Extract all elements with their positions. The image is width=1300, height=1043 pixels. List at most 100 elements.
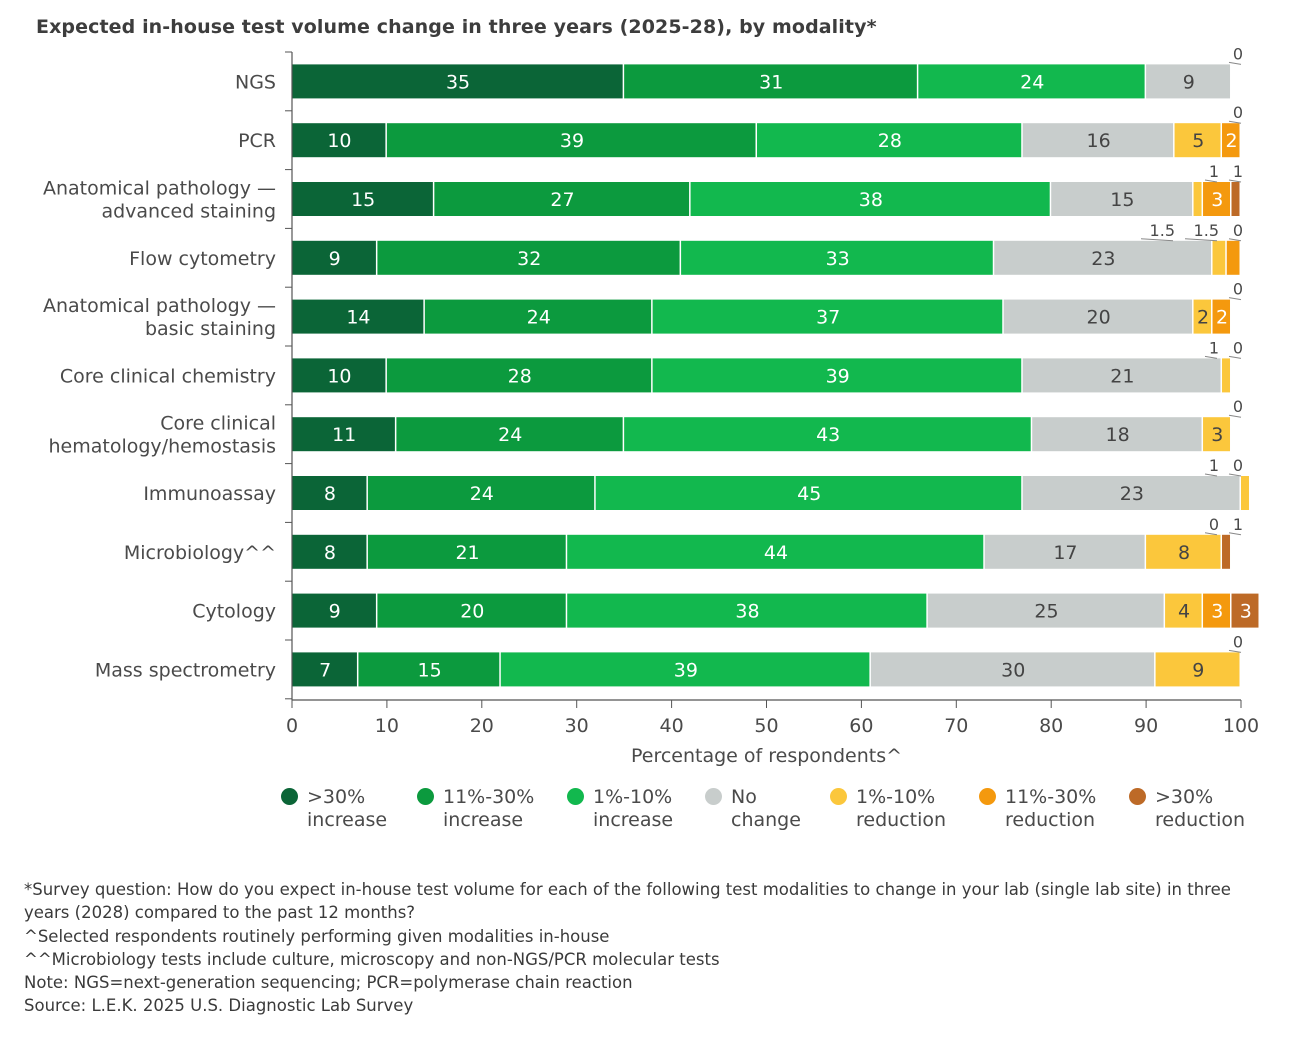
legend-swatch xyxy=(281,788,298,805)
bar-segment xyxy=(1193,299,1212,334)
x-tick-label: 30 xyxy=(565,715,589,737)
bar-segment xyxy=(386,358,652,393)
category-label: NGS xyxy=(235,71,276,93)
data-label: 31 xyxy=(759,71,783,93)
x-axis-title: Percentage of respondents^ xyxy=(631,745,902,767)
bar-segment xyxy=(292,417,395,452)
data-label: 2 xyxy=(1216,307,1228,329)
bar-segment xyxy=(292,476,367,510)
small-value-annotation: 0 xyxy=(1233,632,1243,651)
category-label: Immunoassay xyxy=(143,483,276,505)
bar-segment xyxy=(1146,534,1221,569)
annotation-leader xyxy=(1204,532,1218,536)
bar-segment xyxy=(367,534,566,569)
data-label: 15 xyxy=(351,189,375,211)
legend-swatch xyxy=(830,788,847,805)
bar-segment xyxy=(367,476,595,510)
data-label: 39 xyxy=(560,130,584,152)
legend-label: >30% increase xyxy=(307,786,388,831)
x-tick-label: 70 xyxy=(944,715,968,737)
bar-segment xyxy=(652,358,1022,393)
bar-segment xyxy=(1222,534,1231,569)
data-label: 3 xyxy=(1211,424,1223,446)
category-label: basic staining xyxy=(145,318,276,340)
bar-segment xyxy=(1203,182,1231,216)
bar-segment xyxy=(292,593,376,628)
annotation-leader xyxy=(1228,297,1242,301)
x-tick-label: 60 xyxy=(849,715,873,737)
data-label: 28 xyxy=(508,365,532,387)
bar-segment xyxy=(624,64,917,99)
annotation-leader xyxy=(1204,179,1218,183)
bar-segment xyxy=(681,240,993,275)
annotation-leader xyxy=(1140,238,1174,242)
annotation-leader xyxy=(1228,120,1242,124)
data-label: 10 xyxy=(327,365,351,387)
x-tick-label: 0 xyxy=(286,715,298,737)
bar-segment xyxy=(1022,123,1174,158)
annotation-leader xyxy=(1228,649,1242,653)
data-label: 20 xyxy=(1087,307,1111,329)
legend-label: 1%-10% increase xyxy=(593,786,674,831)
bar-segment xyxy=(292,240,376,275)
x-tick-label: 20 xyxy=(470,715,494,737)
category-label: hematology/hemostasis xyxy=(49,436,277,458)
bar-segment xyxy=(1022,476,1240,510)
bar-segment xyxy=(652,299,1003,334)
small-value-annotation: 1.5 xyxy=(1150,221,1175,240)
legend-label: 11%-30% increase xyxy=(443,786,535,831)
bar-segment xyxy=(927,593,1164,628)
legend: >30% increase 11%-30% increase 1%-10% in… xyxy=(0,786,1300,836)
bar-segment xyxy=(1051,182,1193,216)
small-value-annotation: 1 xyxy=(1209,338,1219,357)
small-value-annotation: 1 xyxy=(1209,162,1219,181)
data-label: 3 xyxy=(1211,601,1223,623)
data-label: 21 xyxy=(1110,365,1134,387)
bar-segment xyxy=(1212,299,1231,334)
data-label: 7 xyxy=(319,659,331,681)
data-label: 21 xyxy=(455,542,479,564)
bar-segment xyxy=(292,652,357,687)
annotation-leader xyxy=(1228,532,1242,536)
category-label: Microbiology^^ xyxy=(124,542,276,564)
data-label: 38 xyxy=(735,601,759,623)
annotation-leader xyxy=(1228,179,1242,183)
data-label: 9 xyxy=(329,601,341,623)
bar-segment xyxy=(624,417,1031,452)
small-value-annotation: 0 xyxy=(1233,397,1243,416)
small-value-annotation: 0 xyxy=(1233,44,1243,63)
data-label: 3 xyxy=(1211,189,1223,211)
bar-segment xyxy=(757,123,1022,158)
footnote-microbiology: ^^Microbiology tests include culture, mi… xyxy=(24,949,720,969)
x-tick-label: 100 xyxy=(1223,715,1259,737)
data-label: 25 xyxy=(1034,601,1058,623)
data-label: 23 xyxy=(1120,483,1144,505)
bar-segment xyxy=(870,652,1155,687)
category-label: Core clinical xyxy=(160,413,276,435)
category-label: Mass spectrometry xyxy=(95,659,276,681)
x-tick-label: 90 xyxy=(1134,715,1158,737)
bar-segment xyxy=(1203,417,1231,452)
bar-segment xyxy=(358,652,500,687)
bar-segment xyxy=(984,534,1145,569)
small-value-annotation: 1.5 xyxy=(1194,221,1219,240)
bar-segment xyxy=(1222,358,1231,393)
data-label: 3 xyxy=(1240,601,1252,623)
category-label: Core clinical chemistry xyxy=(60,365,276,387)
data-label: 43 xyxy=(816,424,840,446)
x-tick-label: 40 xyxy=(660,715,684,737)
annotation-leader xyxy=(1228,414,1242,418)
bar-segment xyxy=(292,182,433,216)
data-label: 8 xyxy=(324,483,336,505)
legend-label: 11%-30% reduction xyxy=(1005,786,1097,831)
data-label: 44 xyxy=(764,542,788,564)
data-label: 15 xyxy=(1110,189,1134,211)
data-label: 18 xyxy=(1106,424,1130,446)
data-label: 30 xyxy=(1001,659,1025,681)
bar-segment xyxy=(1165,593,1202,628)
footnote-respondents: ^Selected respondents routinely performi… xyxy=(24,926,610,946)
data-label: 9 xyxy=(329,248,341,270)
x-tick-label: 10 xyxy=(375,715,399,737)
small-value-annotation: 0 xyxy=(1209,515,1219,534)
data-label: 20 xyxy=(460,601,484,623)
